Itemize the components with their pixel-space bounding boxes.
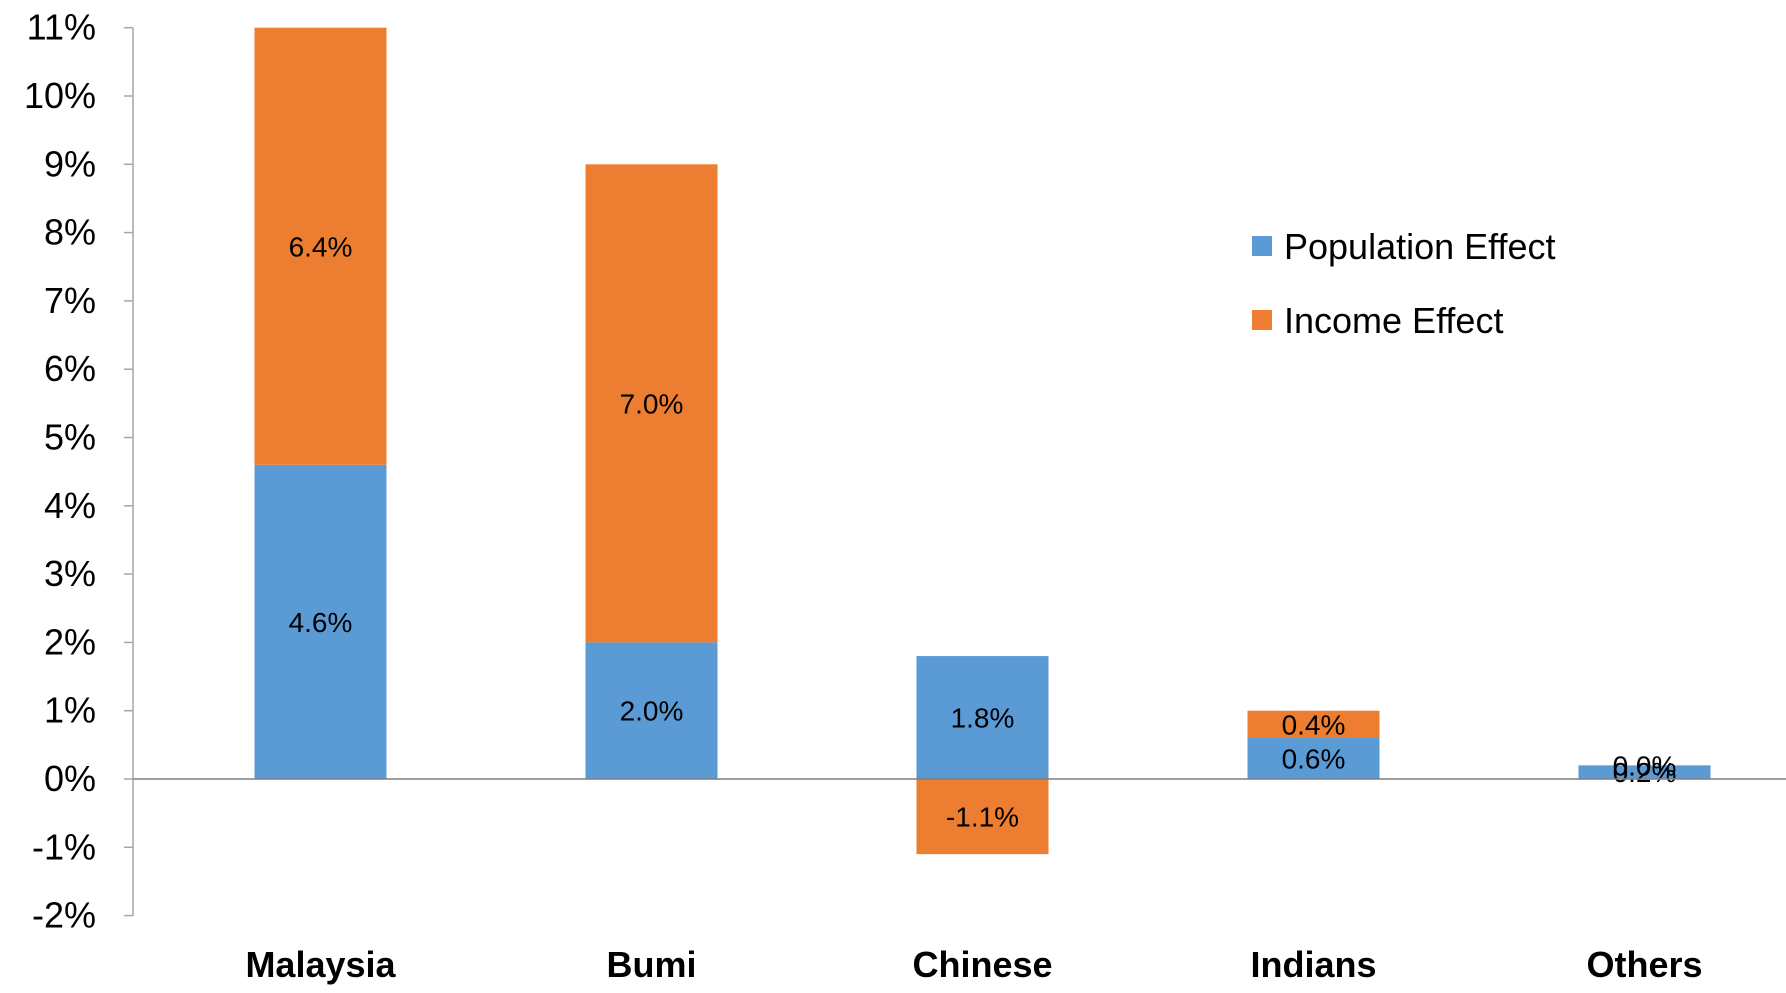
x-tick-label: Malaysia xyxy=(245,944,396,985)
y-tick-label: 9% xyxy=(44,143,96,184)
bar-population-effect-bumi xyxy=(585,642,718,779)
y-tick-label: 7% xyxy=(44,280,96,321)
x-axis-ticks: Malaysia Bumi Chinese Indians Others xyxy=(245,944,1702,985)
y-tick-label: 3% xyxy=(44,553,96,594)
y-tick-label: 1% xyxy=(44,690,96,731)
bar-income-effect-malaysia xyxy=(254,27,387,465)
legend-label: Population Effect xyxy=(1284,226,1556,267)
bar-population-effect-chinese xyxy=(916,656,1049,779)
data-label-population-effect: 2.0% xyxy=(620,696,684,727)
y-tick-label: 6% xyxy=(44,348,96,389)
bar-income-effect-chinese xyxy=(916,779,1049,855)
bar-population-effect-others xyxy=(1578,765,1711,779)
bar-population-effect-malaysia xyxy=(254,464,387,779)
x-tick-label: Indians xyxy=(1250,944,1376,985)
y-tick-label: -1% xyxy=(32,826,96,867)
data-labels: 4.6% 6.4% 2.0% 7.0% 1.8% -1.1% 0.6% 0.4% 0.2%0.0… xyxy=(289,231,1677,832)
y-tick-label: 5% xyxy=(44,417,96,458)
data-label-income-effect: -1.1% xyxy=(946,802,1019,833)
legend-swatch xyxy=(1252,236,1272,256)
y-tick-label: -2% xyxy=(32,895,96,936)
y-tick-label: 8% xyxy=(44,212,96,253)
data-label-population-effect: 0.2% xyxy=(1613,757,1677,788)
y-tick-label: 2% xyxy=(44,621,96,662)
x-tick-label: Chinese xyxy=(912,944,1052,985)
y-tick-label: 10% xyxy=(24,75,96,116)
bar-income-effect-bumi xyxy=(585,164,718,643)
y-axis-ticks: -2% -1% 0% 1% 2% 3% 4% 5% 6% 7% 8% 9% 10% 11% xyxy=(24,7,133,936)
data-label-income-effect: 0.4% xyxy=(1282,709,1346,740)
y-tick-label: 0% xyxy=(44,758,96,799)
x-tick-label: Bumi xyxy=(607,944,697,985)
data-label-population-effect: 1.8% xyxy=(951,703,1015,734)
axes xyxy=(132,27,1786,916)
data-label-income-effect: 6.4% xyxy=(289,231,353,262)
bar-income-effect-indians xyxy=(1247,710,1380,739)
legend: Population Effect Income Effect xyxy=(1252,226,1556,341)
data-label-population-effect: 0.6% xyxy=(1282,744,1346,775)
legend-label: Income Effect xyxy=(1284,300,1503,341)
y-tick-label: 4% xyxy=(44,485,96,526)
data-label-population-effect: 4.6% xyxy=(289,607,353,638)
y-tick-label: 11% xyxy=(27,7,96,48)
legend-swatch xyxy=(1252,310,1272,330)
bar-population-effect-indians xyxy=(1247,738,1380,779)
x-tick-label: Others xyxy=(1586,944,1702,985)
data-label-income-effect: 0.0% xyxy=(1613,750,1677,781)
bars xyxy=(254,27,1711,855)
data-label-income-effect: 7.0% xyxy=(620,388,684,419)
